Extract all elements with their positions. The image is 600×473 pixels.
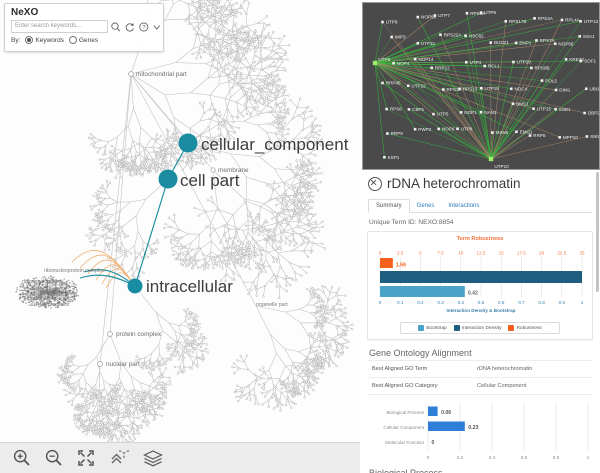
tree-label-nuclear-part: nuclear part — [106, 361, 140, 368]
term-title: rDNA heterochromatin — [387, 176, 521, 191]
legend-label-bootstrap: Bootstrap — [426, 325, 447, 331]
tree-label-organelle-part: organelle part — [256, 302, 288, 308]
radio-genes-label: Genes — [78, 36, 99, 44]
tree-node-mitochondrial-part[interactable] — [128, 71, 134, 77]
tree-label-intracellular: intracellular — [146, 277, 233, 296]
zoom-in-icon[interactable] — [12, 448, 32, 468]
robustness-chart-title: Term Robustness — [456, 236, 504, 242]
legend-item-robustness: Robustness — [508, 325, 542, 331]
tab-summary[interactable]: Summary — [368, 199, 410, 213]
legend-item-bootstrap: Bootstrap — [418, 325, 447, 331]
biological-process-title: Biological Process — [369, 468, 443, 473]
refresh-icon[interactable] — [124, 21, 136, 33]
tree-node-protein-complex[interactable] — [107, 331, 113, 337]
search-by-label: By: — [11, 36, 21, 44]
legend-label-robustness: Robustness — [516, 325, 542, 331]
tree-label-ribonucleoprotein-complex: ribonucleoprotein complex — [44, 268, 105, 274]
tree-label-rrna-precursor: rRNA precursor — [34, 302, 70, 308]
term-info-panel[interactable]: rDNA heterochromatin Summary Genes Inter… — [360, 170, 600, 473]
go-term-key: Best Aligned GO Term — [372, 366, 428, 372]
legend-label-interaction-density: Interaction Density — [461, 325, 502, 331]
tree-label-preribosome: preribosome — [28, 296, 57, 302]
search-icon[interactable] — [110, 21, 122, 33]
tree-label-cellular-component: cellular_component — [201, 135, 349, 154]
legend-swatch-bootstrap — [418, 325, 425, 331]
close-circle-icon[interactable] — [368, 176, 382, 191]
term-header: rDNA heterochromatin — [360, 170, 600, 193]
tab-interactions[interactable]: Interactions — [448, 203, 480, 209]
go-alignment-title: Gene Ontology Alignment — [369, 348, 472, 358]
tree-label-ribosome: ribosome — [40, 290, 61, 296]
go-term-value: rDNA heterochromatin — [477, 366, 533, 372]
tree-node-cell-part[interactable] — [158, 169, 178, 189]
tree-node-membrane[interactable] — [210, 167, 216, 173]
tree-label-mitochondrial-part: mitochondrial part — [136, 71, 187, 78]
robustness-bar-chart: 0 0.1 0.2 0.3 0.4 0.5 0.6 0.7 0.8 0.9 10 2.5 5 7.5 10 1… — [379, 251, 585, 314]
tree-node-nuclear-part[interactable] — [97, 361, 103, 367]
chart-legend: Bootstrap Interaction Density Robustness — [400, 322, 560, 334]
layers-icon[interactable] — [142, 448, 164, 468]
tree-node-cellular-component[interactable] — [178, 133, 198, 153]
unique-term-id: Unique Term ID: NEXO:8854 — [369, 219, 454, 226]
tree-label-cell-part: cell part — [180, 171, 240, 190]
tree-label-membrane: membrane — [218, 167, 249, 174]
search-input[interactable]: Enter search keywords... — [11, 20, 109, 33]
collapse-icon[interactable] — [108, 448, 130, 468]
go-alignment-table: Best Aligned GO Term rDNA heterochromati… — [368, 360, 592, 395]
search-panel[interactable]: NeXO Enter search keywords... ? By: Keyw… — [4, 3, 164, 52]
table-row: Best Aligned GO Category Cellular Compon… — [368, 378, 592, 395]
fit-screen-icon[interactable] — [76, 448, 96, 468]
radio-keywords[interactable] — [25, 36, 34, 44]
scrollbar-thumb[interactable] — [596, 172, 599, 292]
tree-label-ribosomal-subunit: ribosomal subunit — [22, 279, 63, 285]
legend-swatch-robustness — [508, 325, 515, 331]
app-title: NeXO — [11, 7, 39, 18]
tree-label-protein-complex: protein complex — [116, 331, 162, 338]
info-tabs[interactable]: Summary Genes Interactions — [368, 199, 592, 213]
radio-genes[interactable] — [68, 36, 77, 44]
help-icon[interactable]: ? — [138, 21, 150, 33]
radio-keywords-label: Keywords — [35, 36, 64, 44]
graph-toolbar[interactable] — [0, 442, 360, 473]
tab-genes[interactable]: Genes — [416, 203, 435, 209]
ontology-tree-panel[interactable]: cellular_component cell part intracellul… — [0, 0, 360, 473]
tree-node-intracellular[interactable] — [127, 278, 143, 294]
legend-item-interaction-density: Interaction Density — [453, 325, 502, 331]
go-category-value: Cellular Component — [477, 383, 527, 389]
gene-network-panel[interactable]: UTP9 NOP56 UTP7 RPS8A UTP6 RPS17B RPS4A RPL4A UT… — [362, 2, 600, 170]
chevron-down-icon[interactable] — [151, 21, 163, 33]
table-row: Best Aligned GO Term rDNA heterochromati… — [368, 361, 592, 378]
legend-swatch-interaction-density — [453, 325, 460, 331]
go-category-key: Best Aligned GO Category — [372, 383, 438, 389]
zoom-out-icon[interactable] — [44, 448, 64, 468]
robustness-chart-card: Term Robustness 0 0.1 0.2 0.3 0.4 0.5 0.6 0.7 0.… — [367, 231, 593, 340]
ontology-tree-graph[interactable]: cellular_component cell part intracellul… — [0, 0, 360, 473]
